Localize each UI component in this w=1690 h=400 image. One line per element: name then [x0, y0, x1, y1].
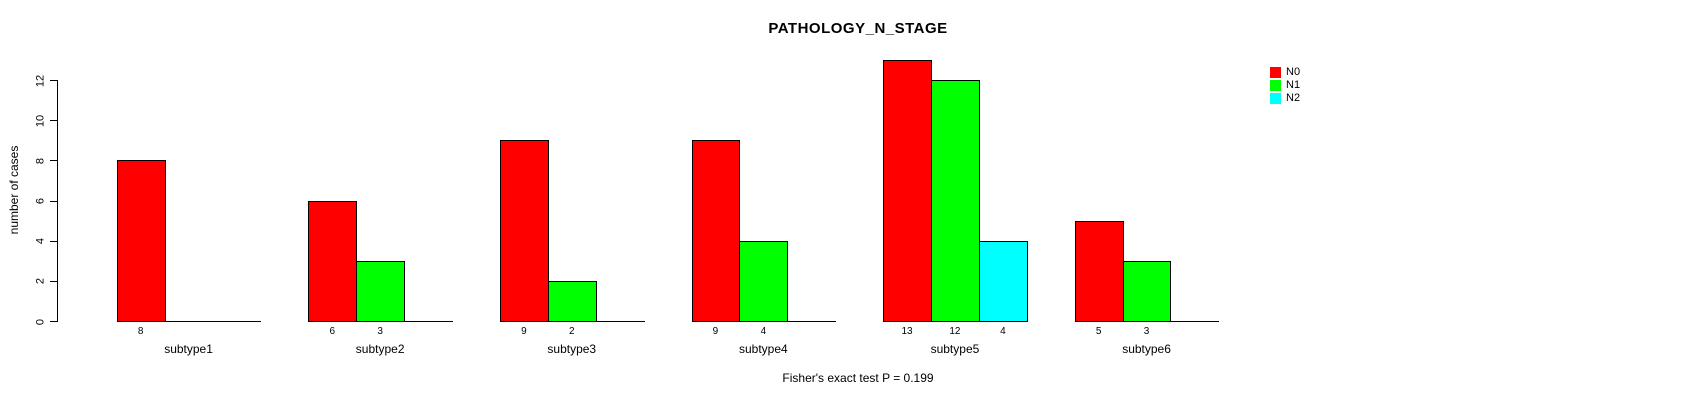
bar-n0-subtype5 [883, 59, 932, 322]
bar-value-label: 4 [1000, 326, 1006, 337]
bar-n0-subtype6 [1074, 220, 1124, 322]
y-tick [50, 280, 57, 282]
bar-value-label: 8 [137, 326, 144, 337]
bar-value-label: 9 [521, 326, 527, 337]
y-tick [50, 80, 57, 81]
legend-label: N0 [1286, 66, 1301, 78]
legend-item: N1 [1270, 79, 1300, 92]
bar-value-label: 3 [1143, 326, 1150, 337]
x-category-label: subtype3 [547, 342, 597, 356]
bar-value-label: 3 [377, 326, 383, 337]
bar-n0-subtype4 [691, 140, 741, 322]
bar-value-label: 12 [949, 326, 961, 337]
bar-n0-subtype3 [499, 140, 549, 322]
chart-title: PATHOLOGY_N_STAGE [768, 20, 948, 37]
y-tick-label: 0 [34, 318, 47, 325]
y-tick-label: 8 [34, 157, 47, 164]
y-tick [50, 160, 57, 162]
bar-value-label: 4 [760, 326, 767, 337]
bar-value-label: 6 [329, 326, 336, 337]
bar-n2-subtype5 [978, 240, 1028, 322]
y-tick-label: 6 [34, 197, 47, 205]
y-tick [50, 120, 57, 122]
legend-label: N2 [1286, 92, 1301, 104]
x-category-label: subtype6 [1122, 342, 1171, 356]
bar-n1-subtype3 [547, 280, 597, 322]
legend-item: N2 [1270, 92, 1300, 105]
bar-value-label: 2 [568, 326, 575, 337]
y-tick [50, 321, 57, 322]
bar-n1-subtype5 [931, 80, 980, 322]
y-tick-label: 4 [34, 238, 47, 245]
bar-value-label: 5 [1095, 326, 1102, 337]
legend-item: N0 [1270, 66, 1300, 79]
y-tick-label: 12 [34, 74, 47, 87]
legend-swatch-n0 [1270, 67, 1281, 78]
y-tick [50, 200, 57, 202]
x-category-label: subtype2 [355, 342, 405, 356]
y-tick-label: 2 [34, 278, 47, 285]
legend-swatch-n2 [1270, 93, 1281, 104]
y-axis-line [57, 80, 58, 322]
y-tick-label: 10 [34, 114, 47, 127]
y-tick [50, 240, 57, 242]
x-category-label: subtype4 [738, 342, 788, 356]
legend-label: N1 [1286, 79, 1301, 91]
x-category-label: subtype1 [164, 342, 213, 356]
group-baseline [116, 321, 262, 322]
footer-annotation: Fisher's exact test P = 0.199 [782, 371, 934, 385]
legend-swatch-n1 [1270, 80, 1281, 91]
legend: N0 N1 N2 [1270, 66, 1300, 105]
bar-value-label: 9 [712, 326, 719, 337]
bar-value-label: 13 [901, 326, 913, 337]
bar-n0-subtype1 [116, 160, 166, 322]
bar-n0-subtype2 [308, 200, 358, 322]
bar-n1-subtype4 [739, 240, 789, 322]
bar-n1-subtype6 [1122, 260, 1172, 322]
x-category-label: subtype5 [930, 342, 980, 356]
bar-n1-subtype2 [356, 260, 406, 322]
